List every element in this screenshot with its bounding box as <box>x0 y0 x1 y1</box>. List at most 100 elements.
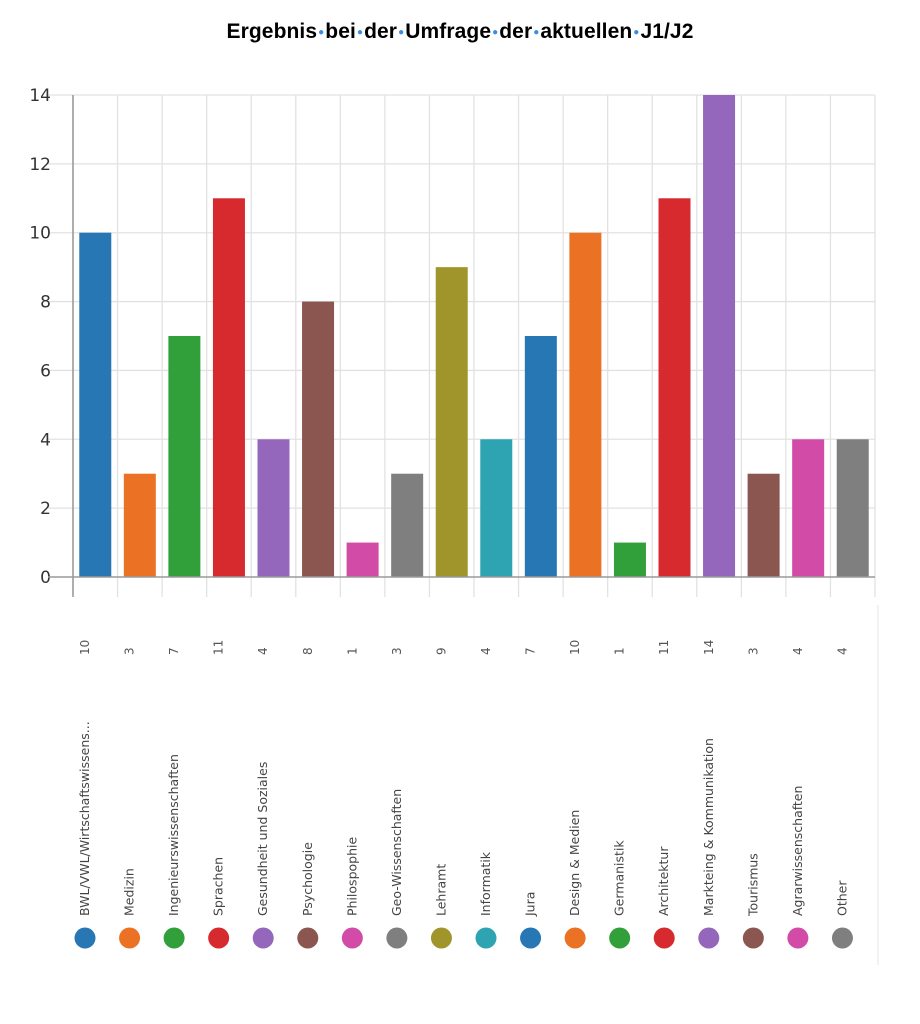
legend-column: 7 Jura <box>520 647 542 949</box>
value-label: 4 <box>479 647 493 655</box>
legend-dot-icon[interactable] <box>475 927 497 949</box>
title-word: bei <box>325 20 356 43</box>
title-word: der <box>364 20 398 43</box>
category-label: Lehramt <box>433 864 448 916</box>
bar[interactable] <box>257 439 290 577</box>
chart-title: Ergebnis●bei●der●Umfrage●der●aktuellen●J… <box>0 20 920 44</box>
value-label: 10 <box>78 640 92 655</box>
legend-column: 14 Markteing & Kommunikation <box>698 640 720 949</box>
bar[interactable] <box>747 473 780 577</box>
legend-column: 11 Sprachen <box>208 640 230 949</box>
category-label: Agrarwissenschaften <box>790 786 805 916</box>
bar[interactable] <box>212 198 245 578</box>
legend-dot-icon[interactable] <box>742 927 764 949</box>
whitespace-dot-icon: ● <box>318 26 325 38</box>
legend-column: 7 Ingenieurswissenschaften <box>163 647 185 949</box>
bar[interactable] <box>569 232 602 577</box>
bar[interactable] <box>703 95 736 577</box>
value-label: 3 <box>390 647 404 655</box>
legend-dot-icon[interactable] <box>297 927 319 949</box>
whitespace-dot-icon: ● <box>633 26 640 38</box>
y-axis-ticks: 0 2 4 6 8 10 12 14 <box>29 86 51 588</box>
y-tick-label: 8 <box>40 293 51 313</box>
category-label: Markteing & Kommunikation <box>701 738 716 916</box>
legend-column: 8 Psychologie <box>297 647 319 949</box>
title-word: Ergebnis <box>226 20 318 43</box>
value-label: 3 <box>123 647 137 655</box>
bar[interactable] <box>480 439 513 577</box>
y-tick-label: 0 <box>40 568 51 588</box>
category-label: Germanistik <box>612 840 627 916</box>
legend-column: 4 Gesundheit und Soziales <box>252 647 274 949</box>
value-label: 11 <box>212 640 226 655</box>
bar[interactable] <box>391 473 424 577</box>
category-label: Design & Medien <box>567 810 582 916</box>
category-label: Informatik <box>478 851 493 916</box>
title-word: Umfrage <box>405 20 492 43</box>
category-label: Gesundheit und Soziales <box>255 762 270 916</box>
y-tick-label: 2 <box>40 499 51 519</box>
category-label: Psychologie <box>300 842 315 916</box>
bar[interactable] <box>302 301 335 577</box>
whitespace-dot-icon: ● <box>492 26 499 38</box>
legend-dot-icon[interactable] <box>787 927 809 949</box>
legend-dot-icon[interactable] <box>609 927 631 949</box>
legend-dot-icon[interactable] <box>252 927 274 949</box>
value-label: 4 <box>835 647 849 655</box>
bar[interactable] <box>168 336 201 577</box>
legend-dot-icon[interactable] <box>386 927 408 949</box>
legend-table: 10 BWL/VWL/Wirtschaftswissens... 3 Medizin 7… <box>74 605 879 965</box>
legend-column: 3 Tourismus <box>742 647 764 949</box>
legend-dot-icon[interactable] <box>341 927 363 949</box>
category-label: Geo-Wissenschaften <box>389 789 404 916</box>
title-word: der <box>499 20 533 43</box>
y-tick-label: 4 <box>40 430 51 450</box>
category-label: Other <box>834 880 849 916</box>
bar[interactable] <box>123 473 156 577</box>
whitespace-dot-icon: ● <box>356 26 364 38</box>
value-label: 7 <box>167 647 181 655</box>
value-label: 7 <box>524 647 538 655</box>
legend-dot-icon[interactable] <box>208 927 230 949</box>
legend-dot-icon[interactable] <box>653 927 675 949</box>
value-label: 4 <box>256 647 270 655</box>
bar[interactable] <box>346 542 379 577</box>
value-label: 1 <box>345 647 359 655</box>
legend-column: 1 Germanistik <box>609 647 631 949</box>
whitespace-dot-icon: ● <box>533 26 540 38</box>
axes <box>48 95 875 597</box>
bar[interactable] <box>658 198 691 578</box>
legend-dot-icon[interactable] <box>74 927 96 949</box>
category-label: Jura <box>523 892 538 917</box>
legend-dot-icon[interactable] <box>163 927 185 949</box>
legend-column: 4 Informatik <box>475 647 497 949</box>
legend-column: 3 Geo-Wissenschaften <box>386 647 408 949</box>
whitespace-dot-icon: ● <box>398 26 405 38</box>
legend-column: 4 Agrarwissenschaften <box>787 647 809 949</box>
bar[interactable] <box>435 267 468 577</box>
value-label: 8 <box>301 647 315 655</box>
legend-column: 1 Philospophie <box>341 647 363 949</box>
legend-column: 10 Design & Medien <box>564 640 586 949</box>
value-label: 9 <box>434 647 448 655</box>
legend-dot-icon[interactable] <box>564 927 586 949</box>
bar[interactable] <box>524 336 557 577</box>
category-label: Architektur <box>656 846 671 916</box>
bar[interactable] <box>613 542 646 577</box>
legend-dot-icon[interactable] <box>520 927 542 949</box>
category-label: Tourismus <box>745 853 760 917</box>
legend-dot-icon[interactable] <box>698 927 720 949</box>
title-word: aktuellen <box>540 20 633 43</box>
legend-dot-icon[interactable] <box>430 927 452 949</box>
category-label: BWL/VWL/Wirtschaftswissens... <box>77 721 92 916</box>
bar[interactable] <box>836 439 869 577</box>
legend-dot-icon[interactable] <box>831 927 853 949</box>
value-label: 14 <box>702 640 716 655</box>
y-tick-label: 14 <box>29 86 51 106</box>
y-tick-label: 12 <box>29 155 51 175</box>
bar[interactable] <box>79 232 112 577</box>
legend-dot-icon[interactable] <box>119 927 141 949</box>
bar[interactable] <box>792 439 825 577</box>
value-label: 1 <box>613 647 627 655</box>
